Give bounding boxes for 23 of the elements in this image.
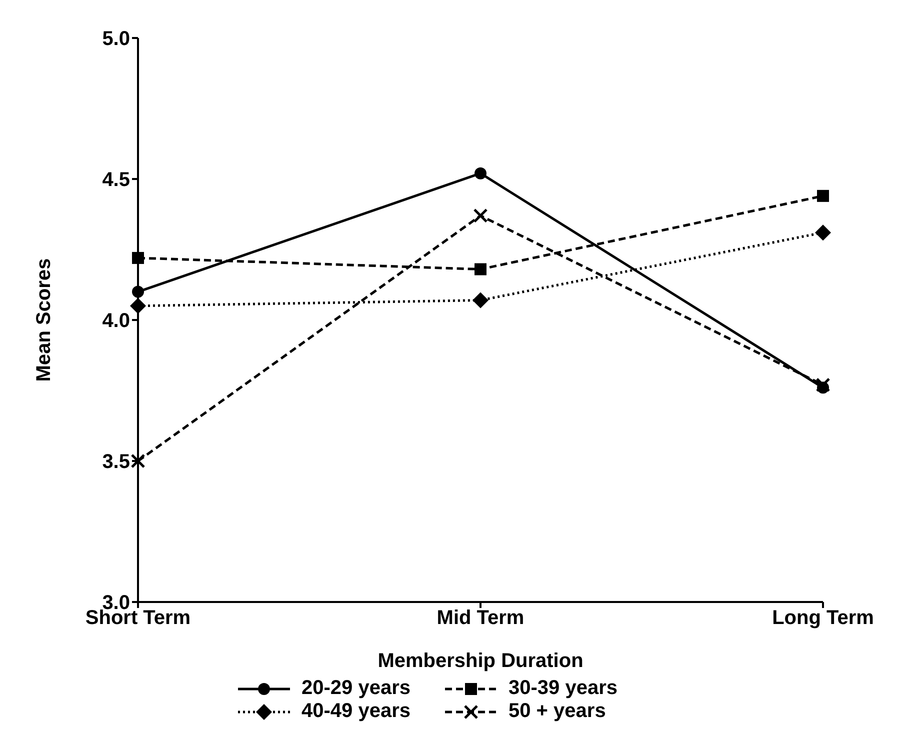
y-tick-label: 4.5 (102, 169, 130, 192)
point (132, 286, 144, 298)
point (473, 208, 488, 223)
point (472, 292, 488, 308)
point (132, 252, 144, 264)
point (816, 378, 830, 392)
legend-label: 20-29 years (302, 677, 410, 700)
point (817, 190, 829, 202)
x-axis-title: Membership Duration (378, 650, 584, 672)
x-tick-label: Long Term (772, 607, 874, 630)
legend-label: 30-39 years (508, 677, 618, 700)
point (474, 167, 486, 180)
x-tick-label: Mid Term (436, 607, 524, 630)
point (474, 263, 486, 276)
y-axis-title: Mean Scores (33, 258, 56, 382)
y-tick-label: 3.5 (102, 451, 130, 474)
y-tick-label: 4.0 (102, 310, 130, 332)
point (130, 454, 146, 468)
legend-label: 50 + years (508, 700, 606, 723)
legend-label: 40-49 years (302, 700, 410, 723)
point (815, 224, 831, 241)
y-tick-label: 5.0 (102, 28, 130, 50)
point (130, 298, 146, 314)
